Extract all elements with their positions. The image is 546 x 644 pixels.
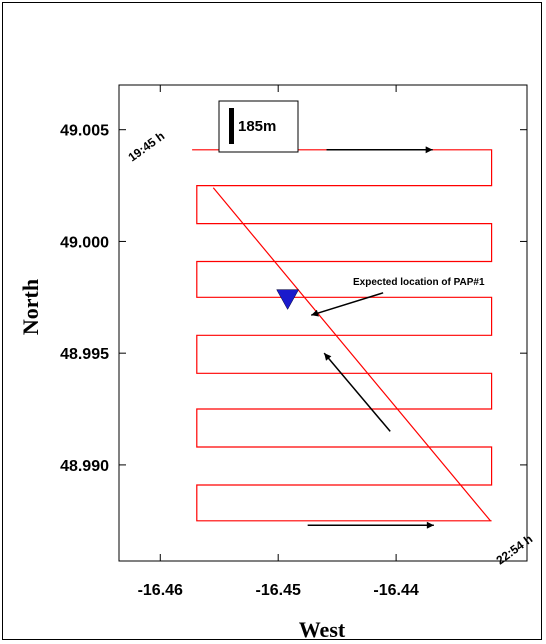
- direction-arrows: [307, 146, 434, 529]
- pap-annotation: Expected location of PAP#1: [353, 277, 485, 288]
- y-tick-label: 48.990: [60, 458, 109, 475]
- scale-bar-label: 185m: [238, 118, 276, 135]
- ship-track: [192, 149, 493, 522]
- scale-bar: 185m: [218, 100, 299, 153]
- x-axis-ticks: -16.46 -16.45 -16.44: [138, 85, 419, 599]
- y-tick-label: 49.000: [60, 234, 109, 251]
- pap-location-marker: [276, 289, 300, 310]
- survey-track-line: [192, 149, 493, 522]
- y-axis-ticks: 48.990 48.995 49.000 49.005: [60, 123, 527, 475]
- x-tick-label: -16.46: [138, 582, 183, 599]
- x-tick-label: -16.45: [256, 582, 301, 599]
- figure-frame: [2, 2, 542, 640]
- plot-area: [118, 84, 528, 562]
- direction-arrow: [323, 352, 391, 432]
- x-axis-label: West: [299, 617, 346, 642]
- y-tick-label: 49.005: [60, 123, 109, 140]
- markers: [276, 289, 300, 310]
- y-tick-label: 48.995: [60, 346, 109, 363]
- end-time-label: 22:54 h: [494, 532, 536, 568]
- x-tick-label: -16.44: [373, 582, 418, 599]
- pap-pointer-arrow: [310, 292, 384, 317]
- diagonal-track-line: [212, 187, 491, 522]
- y-axis-label: North: [18, 279, 43, 335]
- start-time-label: 19:45 h: [126, 129, 168, 165]
